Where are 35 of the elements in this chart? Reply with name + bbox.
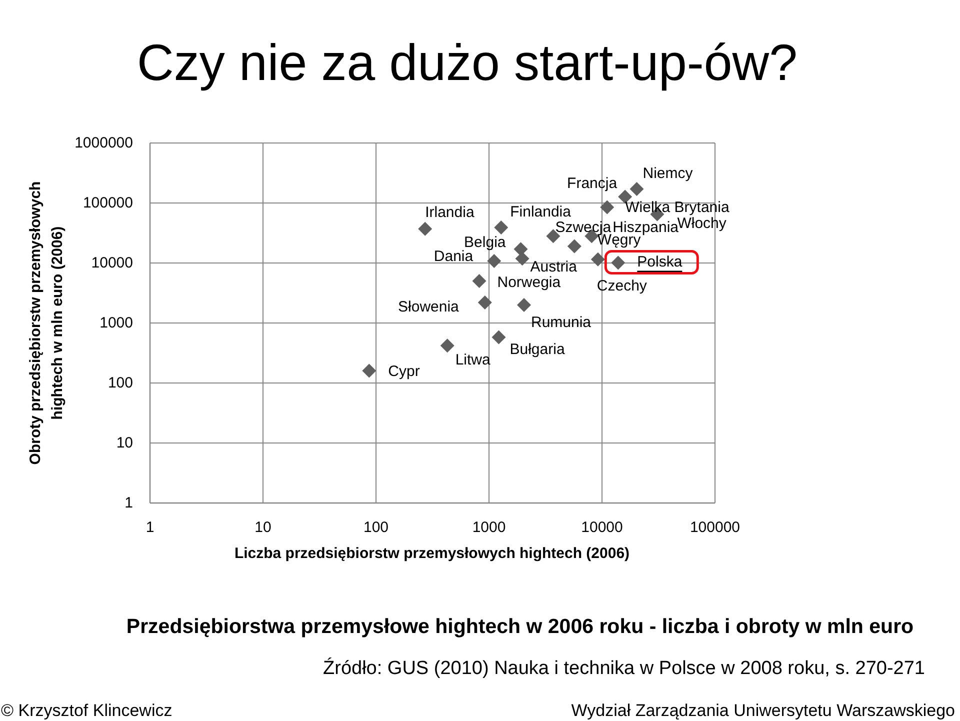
y-tick-label: 100 xyxy=(108,374,133,392)
y-tick-label: 1 xyxy=(124,494,133,512)
annotation: Włochy xyxy=(677,214,727,232)
y-tick-label: 10000 xyxy=(91,254,133,272)
y-tick-label: 1000000 xyxy=(74,134,133,152)
y-tick-label: 10 xyxy=(116,434,133,452)
x-axis-title: Liczba przedsiębiorstw przemysłowych hightech (2006) xyxy=(234,545,630,562)
text: © Krzysztof Klincewicz xyxy=(1,700,172,720)
x-tick-label: 100 xyxy=(363,519,389,536)
annotation: Słowenia xyxy=(398,298,460,315)
y-axis-title: Obroty przedsiębiorstw przemysłowych hightech w mln euro (2006) xyxy=(27,181,66,465)
annotation: Norwegia xyxy=(497,274,562,291)
annotation: Bułgaria xyxy=(510,340,566,358)
x-tick-label: 10 xyxy=(254,519,272,536)
x-tick-label: 100000 xyxy=(690,519,740,536)
y-tick-label: 100000 xyxy=(82,194,133,212)
annotation: Austria xyxy=(530,258,578,276)
x-tick-label: 1000 xyxy=(472,519,506,536)
y-tick-label: 1000 xyxy=(100,314,133,332)
annotation: Cypr xyxy=(388,362,420,380)
annotation: Finlandia xyxy=(510,203,572,220)
annotation: Niemcy xyxy=(642,164,694,182)
text: Wydział Zarządzania Uniwersytetu Warszawskiego xyxy=(571,700,955,720)
text: Źródło: GUS (2010) Nauka i technika w Polsce w 2008 roku, s. 270-271 xyxy=(323,656,925,678)
annotation: Rumunia xyxy=(530,313,592,330)
x-tick-label: 10000 xyxy=(581,519,623,536)
annotation: Czechy xyxy=(596,276,648,294)
annotation: Irlandia xyxy=(425,203,475,220)
annotation: Wielka Brytania xyxy=(625,198,730,216)
annotation: Litwa xyxy=(455,351,492,368)
text: Przedsiębiorstwa przemysłowe hightech w 2006 roku - liczba i obroty w mln euro xyxy=(126,614,914,638)
annotation: Polska xyxy=(637,253,683,270)
annotation: Francja xyxy=(567,174,618,192)
x-tick-label: 1 xyxy=(146,519,154,536)
chart-title: Czy nie za dużo start-up-ów? xyxy=(137,34,798,91)
